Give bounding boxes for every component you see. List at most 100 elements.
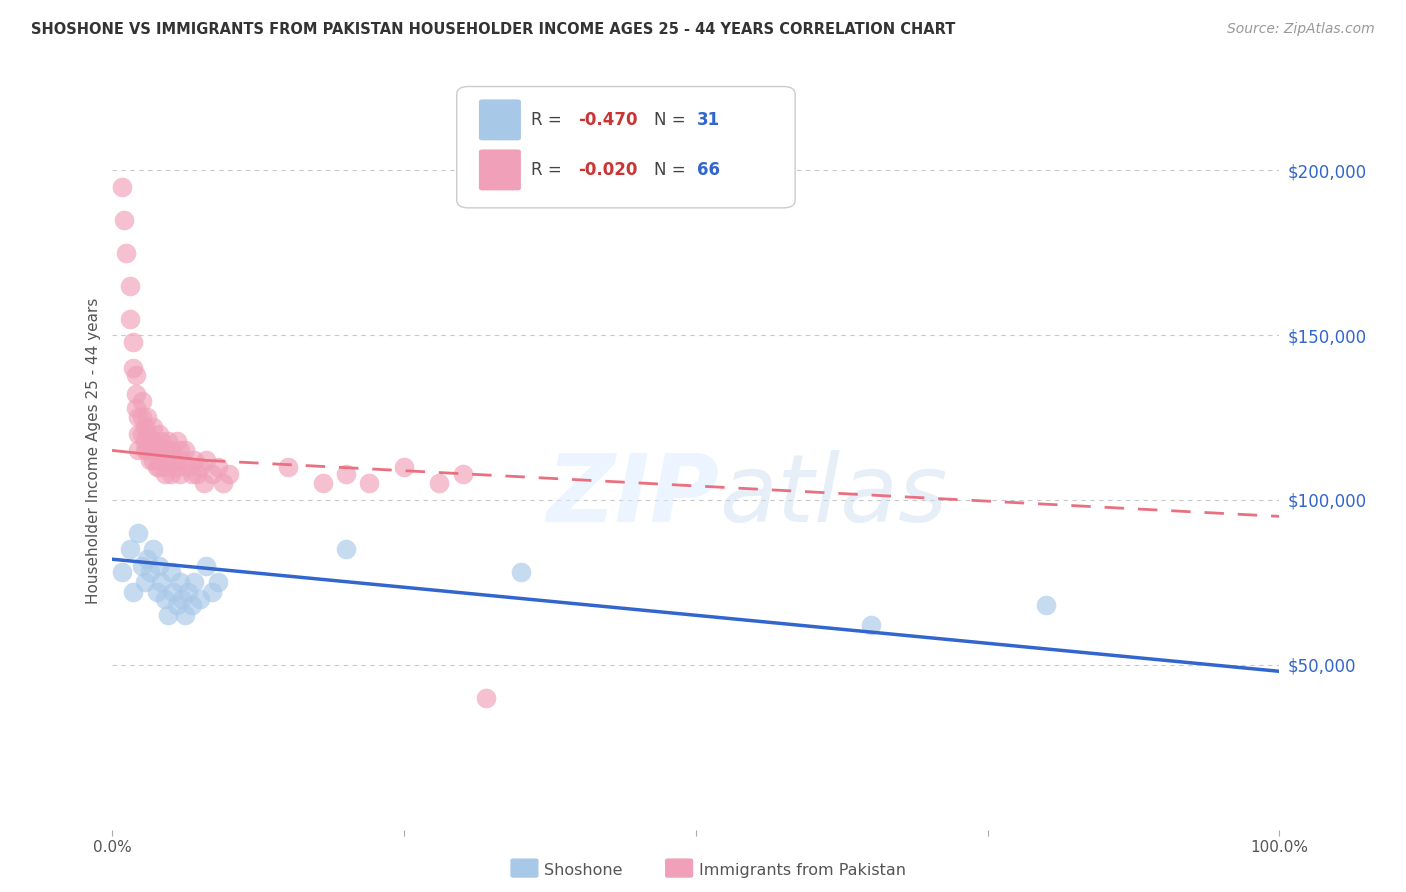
Point — [172, 453, 194, 467]
Point — [335, 542, 357, 557]
Point — [125, 401, 148, 415]
Point — [169, 575, 191, 590]
Text: atlas: atlas — [720, 450, 948, 541]
Point — [122, 361, 145, 376]
Point — [136, 552, 159, 566]
Point — [162, 453, 184, 467]
Point — [451, 467, 474, 481]
Text: R =: R = — [531, 161, 568, 179]
Point — [218, 467, 240, 481]
Point — [122, 334, 145, 349]
Point — [177, 585, 200, 599]
Point — [166, 459, 188, 474]
Point — [475, 690, 498, 705]
Point — [122, 585, 145, 599]
Point — [146, 459, 169, 474]
Point — [335, 467, 357, 481]
Point — [188, 591, 211, 606]
Point — [169, 443, 191, 458]
FancyBboxPatch shape — [479, 150, 520, 190]
Point — [134, 434, 156, 448]
Point — [118, 278, 141, 293]
Point — [509, 566, 531, 580]
Text: SHOSHONE VS IMMIGRANTS FROM PAKISTAN HOUSEHOLDER INCOME AGES 25 - 44 YEARS CORRE: SHOSHONE VS IMMIGRANTS FROM PAKISTAN HOU… — [31, 22, 955, 37]
Point — [127, 443, 149, 458]
Point — [160, 443, 183, 458]
Point — [131, 410, 153, 425]
Point — [157, 434, 180, 448]
Point — [201, 585, 224, 599]
Point — [131, 427, 153, 442]
Point — [173, 608, 195, 623]
Point — [207, 459, 229, 474]
Point — [136, 427, 159, 442]
Text: -0.020: -0.020 — [578, 161, 637, 179]
Point — [131, 394, 153, 409]
Point — [148, 443, 170, 458]
Point — [157, 608, 180, 623]
Point — [183, 575, 205, 590]
Point — [112, 212, 135, 227]
Text: Shoshone: Shoshone — [544, 863, 623, 878]
Point — [125, 387, 148, 401]
Text: N =: N = — [654, 111, 690, 128]
Text: N =: N = — [654, 161, 690, 179]
Point — [162, 585, 184, 599]
Point — [180, 599, 202, 613]
Point — [212, 476, 235, 491]
Point — [193, 476, 215, 491]
Text: 31: 31 — [697, 111, 720, 128]
Point — [142, 420, 165, 434]
Point — [150, 575, 173, 590]
Point — [201, 467, 224, 481]
Point — [148, 558, 170, 573]
Point — [136, 410, 159, 425]
Point — [311, 476, 333, 491]
Point — [860, 618, 883, 632]
Text: Immigrants from Pakistan: Immigrants from Pakistan — [699, 863, 905, 878]
Point — [118, 311, 141, 326]
Point — [125, 368, 148, 382]
Point — [118, 542, 141, 557]
Point — [1035, 599, 1057, 613]
Point — [194, 453, 217, 467]
Point — [115, 245, 138, 260]
Point — [139, 453, 162, 467]
Point — [134, 420, 156, 434]
Point — [207, 575, 229, 590]
Point — [148, 459, 170, 474]
Point — [131, 558, 153, 573]
Point — [146, 585, 169, 599]
Point — [146, 443, 169, 458]
Text: Source: ZipAtlas.com: Source: ZipAtlas.com — [1227, 22, 1375, 37]
Point — [177, 459, 200, 474]
Point — [111, 566, 134, 580]
Point — [394, 459, 416, 474]
Point — [172, 591, 194, 606]
Point — [134, 443, 156, 458]
Point — [139, 566, 162, 580]
Point — [134, 575, 156, 590]
Point — [148, 427, 170, 442]
Point — [160, 467, 183, 481]
Y-axis label: Householder Income Ages 25 - 44 years: Householder Income Ages 25 - 44 years — [86, 297, 101, 604]
Point — [427, 476, 450, 491]
Point — [173, 443, 195, 458]
Point — [150, 434, 173, 448]
Point — [150, 453, 173, 467]
FancyBboxPatch shape — [479, 99, 520, 140]
Point — [142, 453, 165, 467]
Point — [180, 467, 202, 481]
Point — [157, 459, 180, 474]
Point — [142, 542, 165, 557]
Text: ZIP: ZIP — [547, 450, 720, 542]
Point — [169, 467, 191, 481]
Point — [183, 453, 205, 467]
Point — [160, 566, 183, 580]
Point — [166, 434, 188, 448]
Point — [194, 558, 217, 573]
Point — [359, 476, 381, 491]
Point — [142, 434, 165, 448]
Point — [188, 459, 211, 474]
Point — [127, 427, 149, 442]
